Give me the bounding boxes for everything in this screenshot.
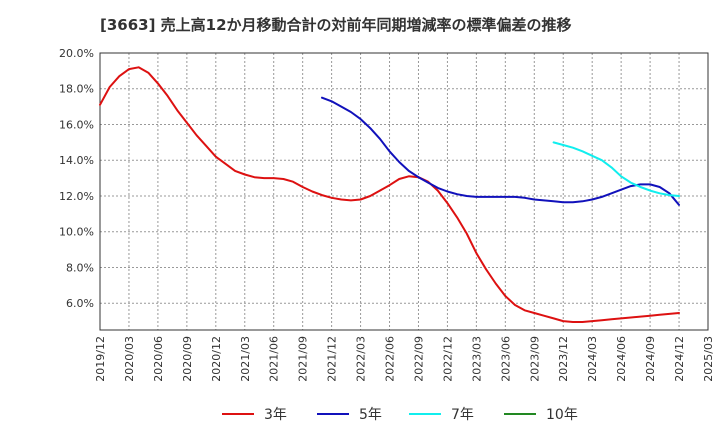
legend: 3年 5年 7年 10年 <box>222 407 578 423</box>
x-tick-label: 2023/03 <box>470 336 483 382</box>
x-tick-label: 2024/09 <box>644 336 657 382</box>
y-tick-label: 20.0% <box>59 47 94 60</box>
x-tick-label: 2020/03 <box>123 336 136 382</box>
x-tick-label: 2020/09 <box>181 336 194 382</box>
x-tick-label: 2022/09 <box>412 336 425 382</box>
legend-label: 5年 <box>359 407 382 423</box>
y-tick-label: 8.0% <box>66 261 94 274</box>
legend-label: 10年 <box>546 407 578 423</box>
legend-label: 7年 <box>451 407 474 423</box>
x-tick-label: 2024/03 <box>586 336 599 382</box>
x-tick-label: 2020/06 <box>152 336 165 382</box>
x-tick-label: 2023/09 <box>528 336 541 382</box>
x-tick-label: 2022/06 <box>384 336 397 382</box>
y-tick-label: 10.0% <box>59 226 94 239</box>
x-tick-label: 2020/12 <box>210 336 223 382</box>
y-tick-label: 16.0% <box>59 118 94 131</box>
series-line-3年 <box>99 66 680 323</box>
x-tick-label: 2021/03 <box>239 336 252 382</box>
chart-title: [3663] 売上高12か月移動合計の対前年同期増減率の標準偏差の推移 <box>100 16 572 34</box>
series-line-7年 <box>552 141 680 197</box>
x-tick-label: 2024/06 <box>615 336 628 382</box>
x-tick-label: 2022/12 <box>441 336 454 382</box>
series-layer <box>99 66 680 323</box>
y-tick-label: 6.0% <box>66 297 94 310</box>
x-tick-label: 2021/12 <box>326 336 339 382</box>
x-tick-label: 2025/03 <box>702 336 715 382</box>
x-tick-label: 2019/12 <box>94 336 107 382</box>
x-tick-label: 2022/03 <box>355 336 368 382</box>
x-tick-label: 2023/06 <box>499 336 512 382</box>
series-line-5年 <box>321 96 680 206</box>
axis-layer: 6.0% 8.0% 10.0% 12.0% 14.0% 16.0% 18.0% 20.0% 20… <box>59 47 715 382</box>
y-tick-label: 18.0% <box>59 83 94 96</box>
y-tick-label: 12.0% <box>59 190 94 203</box>
plot-frame <box>99 52 709 331</box>
x-tick-label: 2021/09 <box>297 336 310 382</box>
x-tick-label: 2023/12 <box>557 336 570 382</box>
x-tick-label: 2021/06 <box>268 336 281 382</box>
legend-label: 3年 <box>264 407 287 423</box>
y-tick-label: 14.0% <box>59 154 94 167</box>
x-tick-label: 2024/12 <box>673 336 686 382</box>
